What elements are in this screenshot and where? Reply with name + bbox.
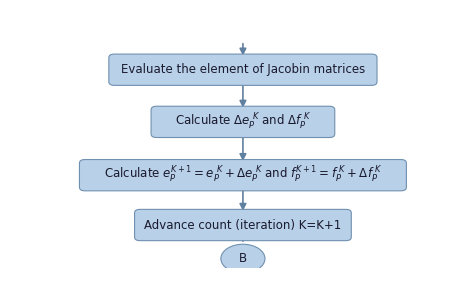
FancyBboxPatch shape [80,160,406,191]
Text: Evaluate the element of Jacobin matrices: Evaluate the element of Jacobin matrices [121,63,365,76]
FancyBboxPatch shape [109,54,377,85]
Text: Calculate $e_P^{K+1} = e_P^{\ K} + \Delta e_P^{\ K}$ and $f_P^{K+1} = f_P^{\ K} : Calculate $e_P^{K+1} = e_P^{\ K} + \Delt… [103,165,383,185]
FancyBboxPatch shape [135,209,351,241]
Ellipse shape [221,244,265,273]
Text: B: B [239,252,247,265]
Text: Calculate $\Delta e_P^{\ K}$ and $\Delta f_P^{\ K}$: Calculate $\Delta e_P^{\ K}$ and $\Delta… [175,112,311,132]
FancyBboxPatch shape [151,106,335,138]
Text: Advance count (iteration) K=K+1: Advance count (iteration) K=K+1 [144,219,342,231]
